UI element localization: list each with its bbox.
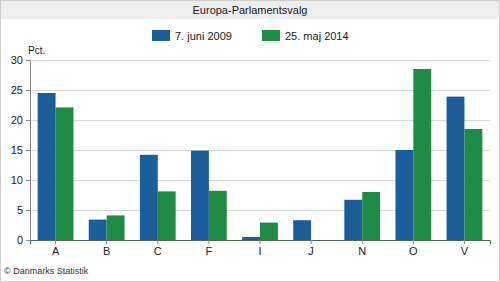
- x-tick-label: F: [206, 245, 213, 257]
- x-tick-mark: [311, 240, 312, 244]
- x-tick: V: [461, 240, 469, 257]
- annotation: © Danmarks Statistik: [4, 266, 89, 276]
- bar: [242, 237, 260, 240]
- legend-label: 7. juni 2009: [175, 30, 232, 42]
- y-tick: 25: [11, 84, 30, 96]
- y-axis-label: Pct.: [28, 45, 45, 56]
- x-tick-label: O: [409, 245, 418, 257]
- y-tick: 30: [11, 54, 30, 66]
- bar: [209, 191, 227, 240]
- x-tick-mark: [260, 240, 261, 244]
- x-tick-label: V: [461, 245, 469, 257]
- y-tick: 0: [17, 234, 30, 246]
- bar: [464, 129, 482, 240]
- x-tick: C: [154, 240, 162, 257]
- x-tick-mark: [413, 240, 414, 244]
- bar: [293, 220, 311, 240]
- bar: [89, 220, 107, 240]
- bar: [38, 93, 56, 240]
- bar: [191, 151, 209, 240]
- y-tick-label: 0: [17, 234, 23, 246]
- x-tick-mark: [464, 240, 465, 244]
- x-tick-mark: [362, 240, 363, 244]
- x-tick: F: [206, 240, 213, 257]
- y-tick-mark: [26, 180, 30, 181]
- y-tick-label: 25: [11, 84, 23, 96]
- x-tick: B: [103, 240, 110, 257]
- x-axis-line: [31, 241, 491, 245]
- y-tick: 5: [17, 204, 30, 216]
- bar: [260, 223, 278, 240]
- y-tick: 10: [11, 174, 30, 186]
- x-tick-label: A: [52, 245, 60, 257]
- bar: [158, 191, 176, 240]
- bar: [395, 150, 413, 240]
- bar: [344, 200, 362, 240]
- x-tick-label: N: [358, 245, 366, 257]
- y-tick-label: 15: [11, 144, 23, 156]
- bar: [140, 155, 158, 240]
- x-axis: ABCFIJNOV: [31, 240, 491, 257]
- y-tick-mark: [26, 210, 30, 211]
- chart: Europa-Parlamentsvalg 7. juni 2009 25. maj…: [0, 0, 500, 282]
- y-tick-label: 20: [11, 114, 23, 126]
- title-bar: [1, 1, 499, 19]
- bar: [362, 192, 380, 240]
- frame: [1, 1, 500, 282]
- bars: [38, 69, 483, 240]
- bar: [56, 107, 74, 240]
- legend-swatch: [152, 30, 170, 41]
- y-tick: 15: [11, 144, 30, 156]
- x-tick-mark: [157, 240, 158, 244]
- y-tick: 20: [11, 114, 30, 126]
- x-tick: N: [358, 240, 366, 257]
- x-tick-label: B: [103, 245, 110, 257]
- grid-line: [30, 60, 490, 61]
- y-tick-mark: [26, 60, 30, 61]
- x-tick-label: J: [308, 245, 314, 257]
- y-tick-mark: [26, 90, 30, 91]
- x-tick-label: C: [154, 245, 162, 257]
- x-tick-mark: [208, 240, 209, 244]
- x-tick-mark: [106, 240, 107, 244]
- x-tick: O: [409, 240, 418, 257]
- bar: [447, 97, 465, 240]
- x-tick: A: [52, 240, 60, 257]
- bar: [413, 69, 431, 240]
- legend: 7. juni 2009 25. maj 2014: [152, 30, 349, 42]
- y-tick-label: 10: [11, 174, 23, 186]
- x-tick: I: [258, 240, 261, 257]
- y-tick-mark: [26, 150, 30, 151]
- legend-swatch: [262, 30, 280, 41]
- y-tick-mark: [26, 240, 30, 241]
- bar: [107, 215, 125, 240]
- x-tick-label: I: [258, 245, 261, 257]
- y-axis-line: [26, 61, 31, 241]
- y-tick-label: 30: [11, 54, 23, 66]
- y-tick-mark: [26, 120, 30, 121]
- x-tick: J: [308, 240, 314, 257]
- y-axis: 0 5 10 15 20 25 30: [11, 54, 31, 246]
- y-tick-label: 5: [17, 204, 23, 216]
- legend-label: 25. maj 2014: [285, 30, 349, 42]
- x-tick-mark: [55, 240, 56, 244]
- title: Europa-Parlamentsvalg: [193, 4, 308, 16]
